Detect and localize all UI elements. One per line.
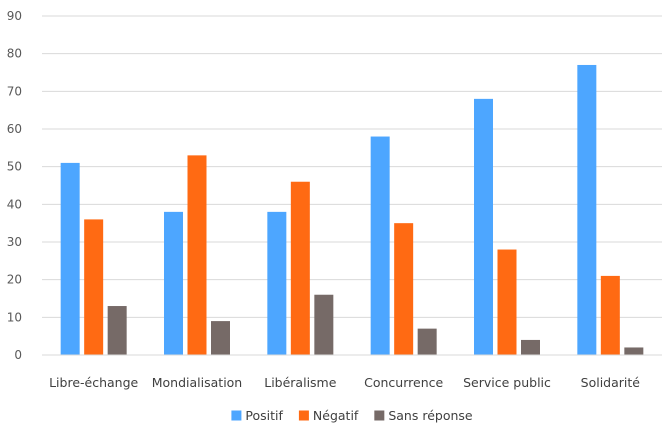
legend-label: Sans réponse — [388, 408, 473, 423]
x-category-label: Libéralisme — [264, 375, 336, 390]
x-category-label: Libre-échange — [49, 375, 138, 390]
y-tick-label: 70 — [7, 84, 22, 98]
bar-positif — [577, 64, 597, 355]
bar-sans-r-ponse — [314, 294, 334, 355]
bar-sans-r-ponse — [624, 347, 644, 355]
y-tick-label: 10 — [7, 310, 22, 324]
bar-sans-r-ponse — [417, 328, 437, 355]
bar-n-gatif — [497, 249, 517, 355]
x-category-label: Concurrence — [364, 375, 443, 390]
legend-item: Positif — [231, 408, 284, 423]
y-tick-label: 40 — [7, 197, 22, 211]
legend-label: Positif — [245, 408, 283, 423]
bar-n-gatif — [600, 275, 620, 355]
bar-sans-r-ponse — [211, 321, 230, 355]
y-tick-label: 30 — [7, 235, 22, 249]
bar-positif — [164, 211, 183, 355]
bar-positif — [370, 136, 390, 355]
bar-positif — [60, 162, 80, 355]
legend: Positif Négatif Sans réponse — [231, 408, 473, 423]
legend-swatch — [231, 410, 242, 421]
bar-n-gatif — [394, 223, 414, 355]
bar-n-gatif — [187, 155, 207, 355]
gridlines — [42, 15, 662, 318]
x-category-label: Mondialisation — [152, 375, 243, 390]
legend-label: Négatif — [313, 408, 359, 423]
y-tick-label: 20 — [7, 273, 22, 287]
bar-sans-r-ponse — [107, 306, 127, 355]
x-category-label: Service public — [463, 375, 551, 390]
legend-item: Négatif — [298, 408, 359, 423]
y-tick-label: 90 — [7, 9, 22, 23]
x-category-label: Solidarité — [581, 375, 641, 390]
legend-swatch — [298, 410, 309, 421]
y-tick-label: 80 — [7, 47, 22, 61]
bar-n-gatif — [290, 181, 310, 355]
bars — [60, 64, 644, 355]
y-tick-label: 50 — [7, 160, 22, 174]
bar-n-gatif — [84, 219, 104, 355]
legend-swatch — [374, 410, 385, 421]
y-tick-label: 0 — [14, 348, 22, 362]
bar-positif — [267, 211, 287, 355]
bar-sans-r-ponse — [521, 339, 540, 355]
bar-positif — [474, 98, 493, 355]
legend-item: Sans réponse — [374, 408, 473, 423]
y-axis-tick-labels: 0 10 20 30 40 50 60 70 80 90 — [7, 9, 22, 362]
y-tick-label: 60 — [7, 122, 22, 136]
x-axis-category-labels: Libre-échange Mondialisation Libéralisme Co… — [49, 375, 640, 390]
